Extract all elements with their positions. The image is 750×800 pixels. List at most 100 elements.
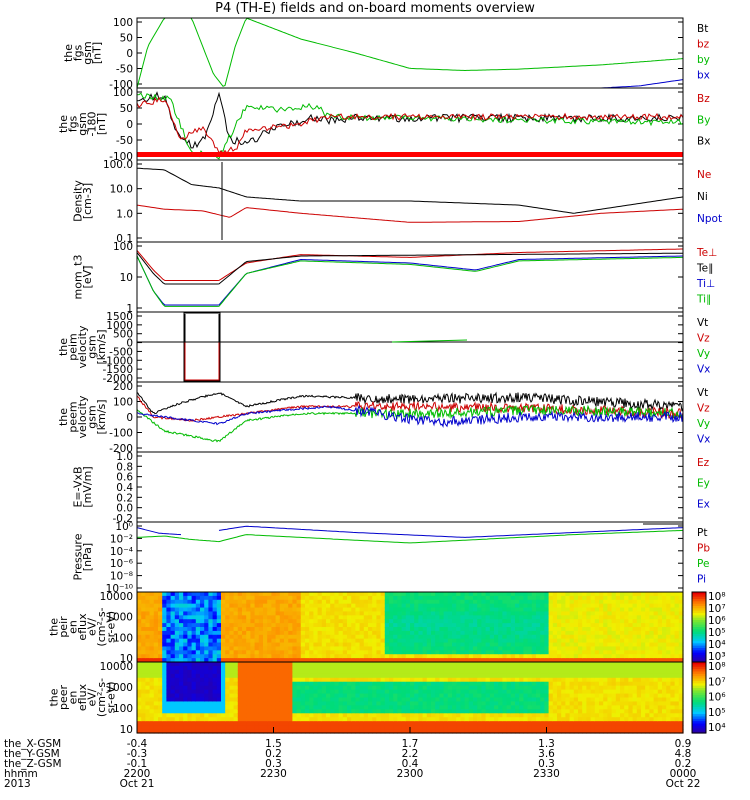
spectrogram-cell bbox=[149, 658, 155, 663]
spectrogram-cell bbox=[447, 681, 453, 687]
spectrogram-cell bbox=[393, 638, 398, 644]
spectrogram-cell bbox=[510, 650, 516, 655]
spectrogram-cell bbox=[510, 607, 516, 613]
spectrogram-cell bbox=[212, 697, 218, 703]
spectrogram-cell bbox=[452, 665, 457, 671]
spectrogram-cell bbox=[200, 669, 205, 675]
ylabel-peir_en: sr-eV) bbox=[105, 611, 118, 643]
spectrogram-cell bbox=[166, 685, 172, 691]
spectrogram-cell bbox=[670, 595, 676, 601]
spectrogram-cell bbox=[384, 685, 390, 691]
spectrogram-cell bbox=[657, 611, 663, 616]
spectrogram-cell bbox=[326, 713, 331, 718]
spectrogram-cell bbox=[296, 623, 302, 628]
spectrogram-cell bbox=[582, 717, 587, 722]
spectrogram-cell bbox=[552, 619, 558, 624]
colorbar-label: 10⁸ bbox=[708, 661, 726, 673]
spectrogram-cell bbox=[641, 615, 646, 620]
spectrogram-cell bbox=[389, 721, 394, 726]
spectrogram-cell bbox=[523, 729, 529, 734]
ylabel-peer_en: peer bbox=[57, 685, 70, 711]
spectrogram-cell bbox=[426, 725, 432, 730]
spectrogram-cell bbox=[435, 634, 440, 640]
spectrogram-cell bbox=[153, 725, 159, 730]
spectrogram-cell bbox=[628, 713, 634, 718]
spectrogram-cell bbox=[506, 634, 512, 640]
spectrogram-cell bbox=[275, 721, 281, 726]
spectrogram-cell bbox=[460, 729, 466, 734]
spectrogram-cell bbox=[384, 709, 390, 714]
spectrogram-cell bbox=[405, 725, 411, 730]
spectrogram-cell bbox=[158, 713, 163, 718]
spectrogram-cell bbox=[389, 669, 394, 675]
spectrogram-cell bbox=[225, 685, 230, 691]
spectrogram-cell bbox=[632, 638, 638, 644]
spectrogram-cell bbox=[674, 615, 680, 620]
spectrogram-cell bbox=[397, 705, 403, 710]
spectrogram-cell bbox=[439, 681, 445, 687]
spectrogram-cell bbox=[447, 689, 453, 695]
spectrogram-cell bbox=[573, 721, 579, 726]
spectrogram-cell bbox=[527, 630, 533, 636]
spectrogram-cell bbox=[443, 646, 449, 651]
spectrogram-cell bbox=[611, 697, 617, 703]
spectrogram-cell bbox=[326, 729, 331, 734]
spectrogram-cell bbox=[443, 615, 449, 620]
spectrogram-cell bbox=[267, 721, 272, 726]
spectrogram-cell bbox=[473, 713, 478, 718]
spectrogram-cell bbox=[338, 701, 344, 706]
spectrogram-cell bbox=[426, 634, 432, 640]
spectrogram-cell bbox=[334, 607, 340, 613]
spectrogram-cell bbox=[229, 642, 235, 648]
spectrogram-cell bbox=[342, 615, 348, 620]
colorbar-label: 10⁴ bbox=[708, 722, 726, 734]
spectrogram-cell bbox=[426, 595, 432, 601]
spectrogram-cell bbox=[645, 725, 650, 730]
spectrogram-cell bbox=[569, 673, 575, 679]
spectrogram-cell bbox=[317, 630, 323, 636]
spectrogram-cell bbox=[292, 713, 298, 718]
spectrogram-cell bbox=[620, 725, 625, 730]
spectrogram-cell bbox=[183, 630, 188, 636]
spectrogram-cell bbox=[481, 638, 487, 644]
spectrogram-cell bbox=[569, 642, 575, 648]
spectrogram-cell bbox=[313, 717, 319, 722]
spectrogram-cell bbox=[456, 592, 461, 597]
spectrogram-cell bbox=[435, 705, 440, 710]
spectrogram-cell bbox=[170, 654, 176, 659]
spectrogram-cell bbox=[464, 658, 470, 663]
spectrogram-cell bbox=[342, 603, 348, 609]
spectrogram-cell bbox=[481, 603, 487, 609]
spectrogram-cell bbox=[204, 705, 209, 710]
ytick-efield: 0.8 bbox=[116, 461, 133, 473]
spectrogram-cell bbox=[313, 630, 319, 636]
spectrogram-cell bbox=[494, 693, 499, 699]
spectrogram-cell bbox=[263, 669, 268, 675]
spectrogram-cell bbox=[632, 701, 638, 706]
spectrogram-cell bbox=[494, 592, 499, 597]
spectrogram-cell bbox=[225, 662, 230, 667]
spectrogram-cell bbox=[195, 595, 201, 601]
spectrogram-cell bbox=[271, 677, 277, 683]
spectrogram-cell bbox=[351, 693, 356, 699]
spectrogram-cell bbox=[632, 713, 638, 718]
spectrogram-cell bbox=[473, 654, 478, 659]
spectrogram-cell bbox=[552, 658, 558, 663]
spectrogram-cell bbox=[166, 681, 172, 687]
spectrogram-cell bbox=[632, 630, 638, 636]
spectrogram-cell bbox=[552, 615, 558, 620]
spectrogram-cell bbox=[149, 713, 155, 718]
spectrogram-cell bbox=[309, 689, 314, 695]
spectrogram-cell bbox=[456, 729, 461, 734]
spectrogram-cell bbox=[464, 603, 470, 609]
spectrogram-cell bbox=[662, 599, 667, 605]
spectrogram-cell bbox=[292, 607, 298, 613]
spectrogram-cell bbox=[380, 642, 386, 648]
spectrogram-cell bbox=[641, 627, 646, 632]
spectrogram-cell bbox=[506, 677, 512, 683]
spectrogram-cell bbox=[590, 619, 596, 624]
spectrogram-cell bbox=[594, 611, 600, 616]
spectrogram-cell bbox=[401, 642, 407, 648]
spectrogram-cell bbox=[296, 697, 302, 703]
spectrogram-cell bbox=[519, 611, 524, 616]
